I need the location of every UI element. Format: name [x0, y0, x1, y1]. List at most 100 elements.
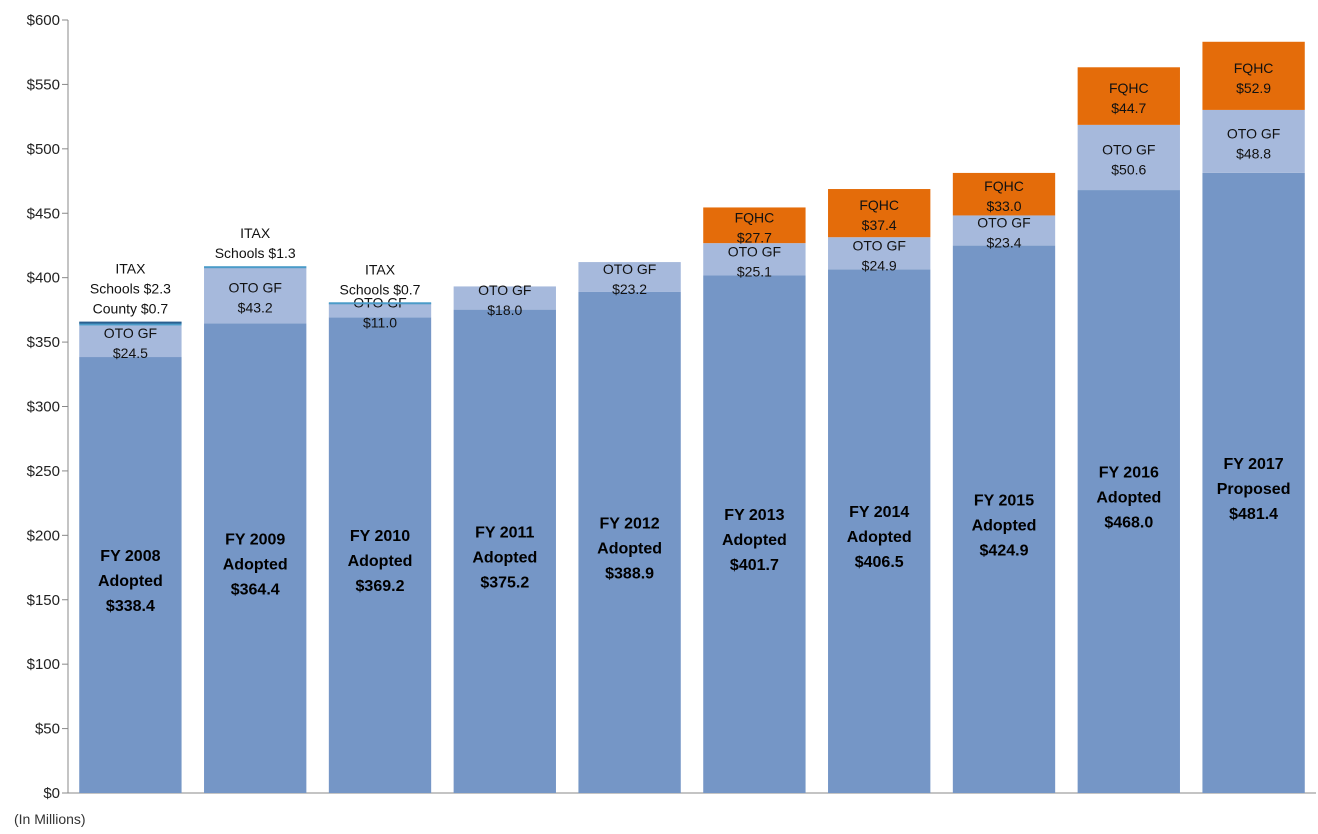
units-note: (In Millions) [14, 811, 86, 827]
bar-fqhc-label-line-0: FQHC [859, 197, 899, 213]
bar-itax-annotation-line-1: Schools $2.3 [90, 281, 171, 297]
bar-itax-annotation-line-0: ITAX [240, 225, 271, 241]
bar-oto-label-line-0: OTO GF [353, 294, 406, 310]
bar-fqhc-label-line-1: $44.7 [1111, 100, 1146, 116]
bar-oto-label-line-0: OTO GF [1102, 141, 1155, 157]
bar-itax-county-segment [79, 321, 182, 324]
bar-oto-label-line-0: OTO GF [977, 215, 1030, 231]
bar-oto-segment [1202, 109, 1305, 173]
bar-fqhc-segment [1202, 41, 1305, 110]
bar-base-label-line-2: $481.4 [1229, 506, 1278, 523]
y-tick-label: $600 [27, 12, 60, 29]
bar-base-label-line-2: $364.4 [231, 581, 280, 598]
bar-base-label-line-2: $388.9 [605, 565, 654, 582]
bar-base-label-line-1: Adopted [348, 553, 413, 570]
bar-oto-label-line-1: $43.2 [238, 300, 273, 316]
bar-base-label-line-1: Adopted [722, 532, 787, 549]
bar-oto-label-line-0: OTO GF [852, 237, 905, 253]
bar-itax-schools-segment [79, 322, 182, 326]
bar-itax-annotation-line-2: County $0.7 [93, 301, 169, 317]
bar-oto-segment [578, 262, 681, 292]
y-tick-label: $250 [27, 463, 60, 480]
y-tick-label: $550 [27, 76, 60, 93]
bar-base-label-line-2: $406.5 [855, 554, 904, 571]
bar-base-label-line-0: FY 2013 [724, 507, 784, 524]
bar-fqhc-segment [703, 207, 806, 244]
bar-oto-label-line-1: $23.2 [612, 281, 647, 297]
bar-oto-label-line-0: OTO GF [1227, 125, 1280, 141]
bar-fqhc-segment [1077, 67, 1180, 125]
bar-oto-label-line-0: OTO GF [728, 243, 781, 259]
bar-oto-label-line-1: $11.0 [363, 314, 397, 330]
y-tick-label: $350 [27, 334, 60, 351]
bar-oto-segment [703, 243, 806, 276]
bar-oto-segment [204, 267, 307, 324]
bar-oto-segment [952, 215, 1056, 246]
bar-base-label-line-0: FY 2017 [1223, 456, 1283, 473]
bar-base-label-line-2: $369.2 [356, 578, 405, 595]
bar-oto-label-line-0: OTO GF [104, 325, 157, 341]
bar-oto-label-line-0: OTO GF [478, 282, 531, 298]
bar-itax-annotation-line-0: ITAX [365, 261, 396, 277]
bar-base-segment [453, 309, 556, 793]
bar-fqhc-label-line-1: $37.4 [862, 217, 897, 233]
bar-fqhc-label-line-0: FQHC [1234, 60, 1274, 76]
bar-fqhc-label-line-1: $27.7 [737, 229, 772, 245]
bar-fqhc-segment [952, 172, 1056, 216]
y-tick-label: $200 [27, 527, 60, 544]
bar-base-label-line-1: Adopted [847, 529, 912, 546]
bar-itax-annotation-line-1: Schools $0.7 [340, 281, 421, 297]
bar-base-label-line-1: Adopted [597, 540, 662, 557]
bar-fqhc-label-line-0: FQHC [1109, 80, 1149, 96]
bar-base-label-line-0: FY 2011 [475, 524, 534, 541]
bar-oto-segment [1077, 124, 1180, 191]
bar-base-label-line-0: FY 2010 [350, 528, 410, 545]
y-tick-label: $450 [27, 205, 60, 222]
bar-base-segment [204, 323, 307, 793]
bar-base-label-line-2: $375.2 [480, 574, 529, 591]
bar-base-segment [1202, 172, 1305, 793]
bar-fqhc-label-line-1: $52.9 [1236, 80, 1271, 96]
bar-oto-label-line-1: $48.8 [1236, 145, 1271, 161]
bar-base-segment [328, 317, 432, 793]
bar-base-label-line-0: FY 2014 [849, 504, 909, 521]
bar-fqhc-label-line-0: FQHC [735, 209, 775, 225]
y-tick-label: $150 [27, 592, 60, 609]
bar-oto-segment [453, 286, 556, 310]
y-tick-label: $300 [27, 399, 60, 416]
bar-base-label-line-2: $338.4 [106, 598, 155, 615]
bar-oto-segment [79, 325, 182, 358]
y-tick-label: $400 [27, 270, 60, 287]
bar-oto-segment [828, 237, 931, 270]
bar-itax-schools-segment [328, 302, 432, 305]
bar-oto-label-line-1: $24.9 [862, 257, 897, 273]
y-tick-label: $50 [35, 721, 60, 738]
bar-fqhc-label-line-1: $33.0 [986, 198, 1021, 214]
bar-base-label-line-0: FY 2012 [599, 515, 659, 532]
bar-oto-label-line-0: OTO GF [228, 280, 281, 296]
y-tick-label: $0 [43, 785, 60, 802]
bar-base-label-line-1: Adopted [972, 517, 1037, 534]
bar-base-label-line-2: $468.0 [1104, 515, 1153, 532]
bar-base-label-line-0: FY 2016 [1099, 465, 1159, 482]
y-tick-label: $500 [27, 141, 60, 158]
y-tick-label: $100 [27, 656, 60, 673]
bar-base-label-line-0: FY 2015 [974, 492, 1034, 509]
bar-base-label-line-2: $424.9 [980, 542, 1029, 559]
bar-base-segment [1077, 190, 1180, 793]
bar-base-label-line-2: $401.7 [730, 557, 779, 574]
bar-itax-schools-segment [204, 266, 307, 269]
bar-base-label-line-1: Adopted [1096, 490, 1161, 507]
bar-itax-annotation-line-1: Schools $1.3 [215, 245, 296, 261]
bar-oto-label-line-1: $24.5 [113, 345, 148, 361]
bar-fqhc-label-line-0: FQHC [984, 178, 1024, 194]
bar-base-label-line-1: Proposed [1217, 481, 1291, 498]
bar-base-label-line-1: Adopted [223, 556, 288, 573]
bar-oto-label-line-1: $18.0 [487, 302, 522, 318]
bar-oto-segment [328, 303, 432, 318]
bar-oto-label-line-1: $25.1 [737, 263, 772, 279]
bar-base-segment [703, 275, 806, 793]
bar-base-segment [79, 357, 182, 793]
bar-base-segment [828, 269, 931, 794]
